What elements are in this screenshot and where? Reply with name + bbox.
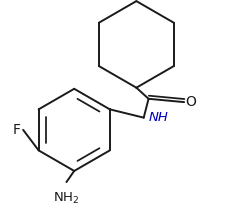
Text: NH$_2$: NH$_2$ — [53, 191, 80, 206]
Text: O: O — [185, 95, 196, 109]
Text: F: F — [12, 123, 20, 137]
Text: NH: NH — [149, 111, 168, 124]
